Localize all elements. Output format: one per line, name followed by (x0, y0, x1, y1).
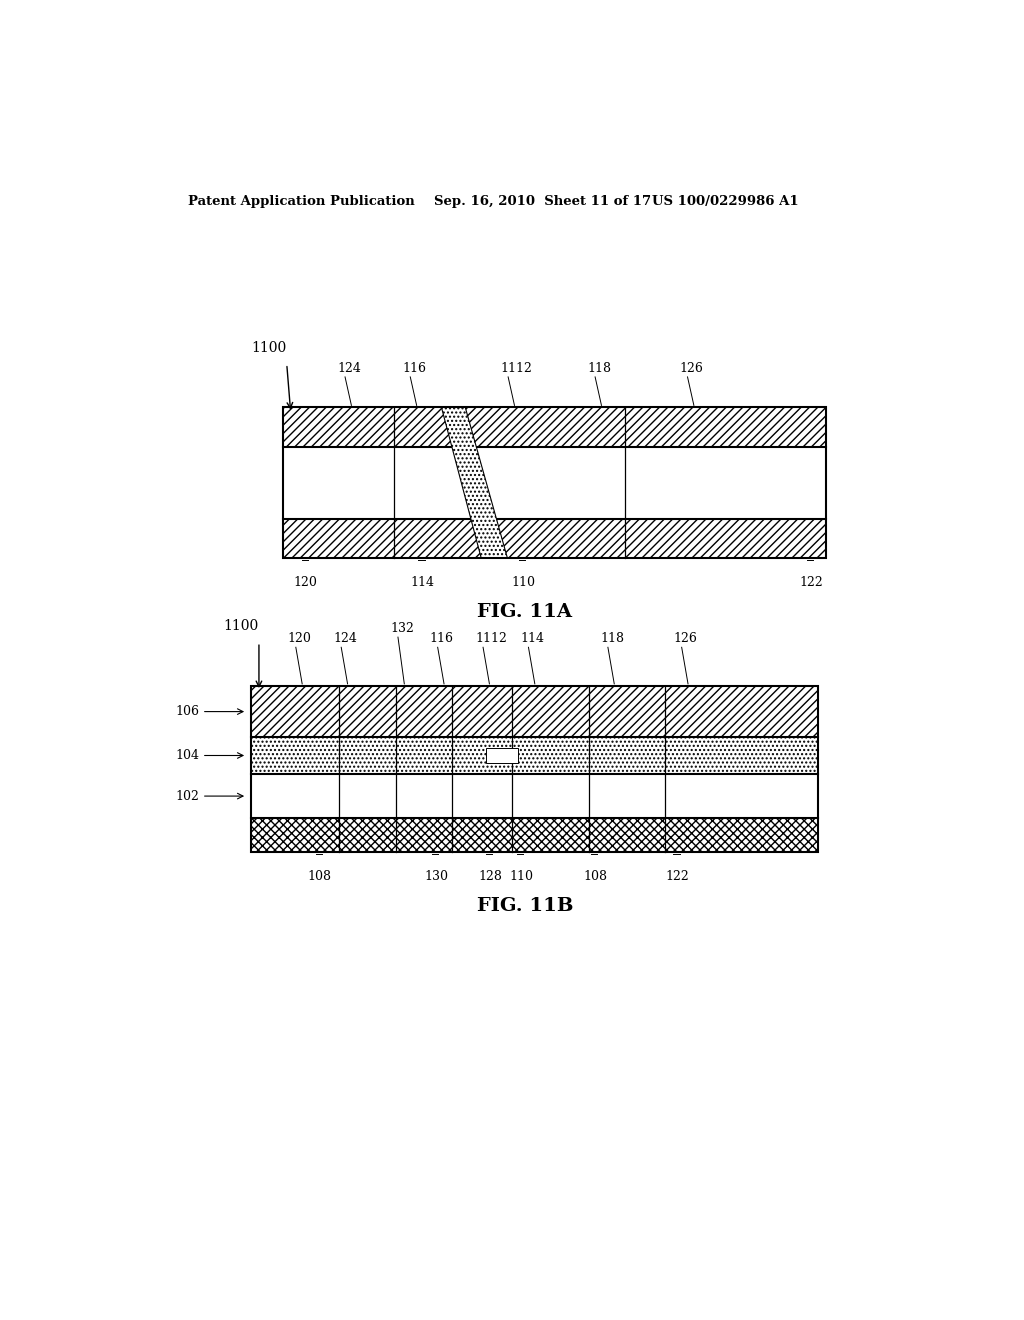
Bar (283, 408, 826, 558)
Text: 122: 122 (666, 870, 689, 883)
Text: 120: 120 (288, 632, 311, 645)
Text: 128: 128 (478, 870, 502, 883)
Text: 108: 108 (583, 870, 607, 883)
Text: 1100: 1100 (223, 619, 258, 634)
Text: 1100: 1100 (251, 341, 287, 355)
Text: US 100/0229986 A1: US 100/0229986 A1 (652, 195, 799, 209)
Text: 114: 114 (520, 632, 545, 645)
Text: 116: 116 (402, 362, 426, 375)
Text: 118: 118 (600, 632, 624, 645)
Text: 110: 110 (509, 870, 534, 883)
Text: 114: 114 (411, 576, 434, 589)
Bar (251, 686, 818, 851)
Bar (251, 774, 818, 818)
Text: 126: 126 (680, 362, 703, 375)
Text: Patent Application Publication: Patent Application Publication (187, 195, 415, 209)
Text: 124: 124 (337, 362, 361, 375)
Bar (283, 408, 826, 446)
Text: 126: 126 (674, 632, 697, 645)
Text: FIG. 11A: FIG. 11A (477, 603, 572, 620)
Text: 122: 122 (799, 576, 823, 589)
Text: 120: 120 (294, 576, 317, 589)
Text: 124: 124 (333, 632, 357, 645)
Polygon shape (441, 408, 507, 558)
Text: 116: 116 (430, 632, 454, 645)
Bar (251, 818, 818, 851)
Text: 102: 102 (175, 789, 200, 803)
Text: 118: 118 (587, 362, 611, 375)
Text: FIG. 11B: FIG. 11B (476, 896, 573, 915)
Text: 110: 110 (511, 576, 536, 589)
Text: 106: 106 (175, 705, 200, 718)
Text: 132: 132 (390, 622, 414, 635)
Text: 108: 108 (308, 870, 332, 883)
Bar (283, 446, 826, 519)
Text: 1112: 1112 (475, 632, 507, 645)
Bar (486, 748, 518, 763)
Text: Sep. 16, 2010  Sheet 11 of 17: Sep. 16, 2010 Sheet 11 of 17 (433, 195, 650, 209)
Bar (251, 738, 818, 774)
Text: 104: 104 (175, 748, 200, 762)
Text: 130: 130 (424, 870, 449, 883)
Bar (283, 519, 826, 558)
Bar (251, 686, 818, 738)
Text: 1112: 1112 (500, 362, 532, 375)
